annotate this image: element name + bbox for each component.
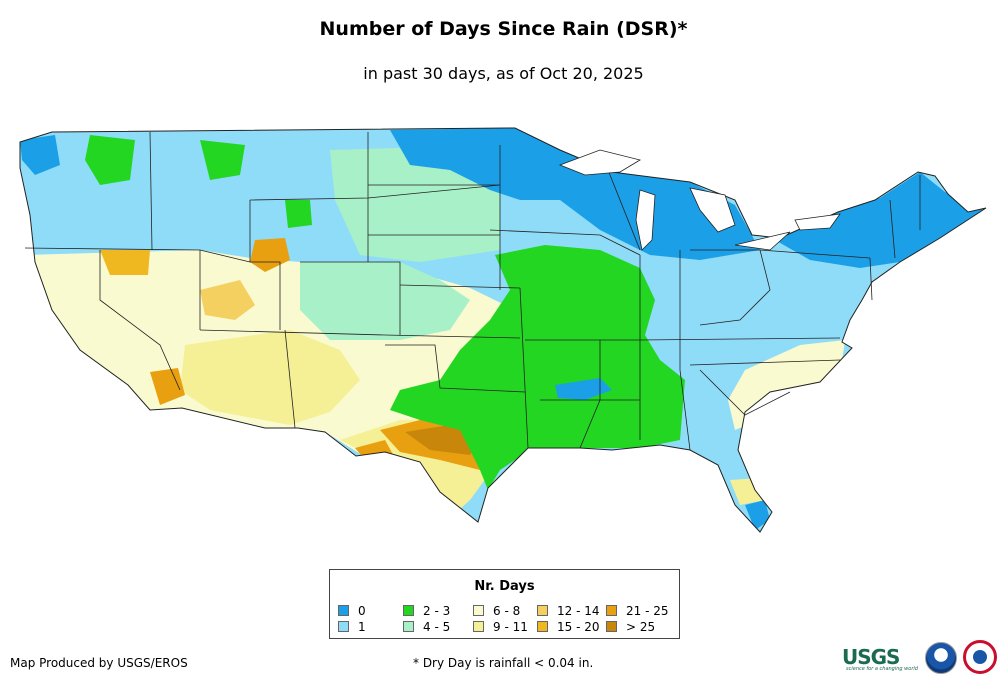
map-legend: Nr. Days 0 1 2 - 3 4 - 5 6 - 8 9 - 11 12 - 14 1… bbox=[329, 569, 680, 639]
region-plains-palegreen bbox=[300, 262, 470, 340]
legend-swatch bbox=[473, 605, 484, 616]
region-nevada-orange bbox=[100, 250, 150, 275]
dry-day-note: * Dry Day is rainfall < 0.04 in. bbox=[413, 656, 594, 670]
legend-item: 9 - 11 bbox=[473, 621, 528, 634]
region-florida-blue bbox=[745, 500, 770, 530]
map-subtitle: in past 30 days, as of Oct 20, 2025 bbox=[363, 64, 644, 83]
region-great-basin-mix bbox=[200, 280, 255, 320]
map-credit: Map Produced by USGS/EROS bbox=[10, 656, 188, 670]
region-wyoming-green bbox=[285, 200, 312, 228]
legend-swatch bbox=[473, 621, 484, 632]
legend-swatch bbox=[338, 605, 349, 616]
region-idaho-green bbox=[200, 140, 245, 180]
legend-label: > 25 bbox=[626, 620, 656, 634]
us-dsr-map bbox=[19, 127, 987, 533]
legend-item: 21 - 25 bbox=[606, 605, 669, 618]
usgs-tagline: science for a changing world bbox=[846, 666, 918, 672]
dsr-regions bbox=[20, 128, 986, 530]
state-borders bbox=[24, 131, 921, 451]
great-lakes bbox=[558, 149, 841, 251]
lake-superior bbox=[558, 149, 642, 176]
region-central-green bbox=[390, 245, 685, 490]
region-socal-orange bbox=[150, 368, 185, 405]
legend-label: 12 - 14 bbox=[557, 604, 600, 618]
legend-item: 2 - 3 bbox=[403, 605, 450, 618]
map-title: Number of Days Since Rain (DSR)* bbox=[319, 18, 688, 40]
legend-item: 6 - 8 bbox=[473, 605, 520, 618]
lake-michigan bbox=[635, 189, 656, 251]
nws-logo-icon bbox=[963, 640, 997, 674]
lake-erie bbox=[734, 231, 791, 251]
legend-item: > 25 bbox=[606, 621, 655, 634]
legend-item: 4 - 5 bbox=[403, 621, 450, 634]
legend-item: 0 bbox=[338, 605, 366, 618]
region-dakotas-palegreen bbox=[330, 145, 500, 262]
legend-label: 9 - 11 bbox=[493, 620, 528, 634]
legend-swatch bbox=[403, 605, 414, 616]
legend-label: 15 - 20 bbox=[557, 620, 600, 634]
legend-item: 1 bbox=[338, 621, 366, 634]
legend-label: 21 - 25 bbox=[626, 604, 669, 618]
legend-title: Nr. Days bbox=[474, 579, 535, 594]
legend-swatch bbox=[338, 621, 349, 632]
lake-huron bbox=[689, 187, 736, 233]
noaa-logo-icon bbox=[925, 642, 957, 674]
legend-label: 4 - 5 bbox=[423, 620, 451, 634]
legend-item: 15 - 20 bbox=[537, 621, 600, 634]
legend-swatch bbox=[606, 605, 617, 616]
legend-label: 6 - 8 bbox=[493, 604, 521, 618]
region-mississippi-blue bbox=[555, 378, 612, 400]
region-northwest-green bbox=[85, 135, 135, 185]
legend-swatch bbox=[537, 621, 548, 632]
legend-swatch bbox=[403, 621, 414, 632]
region-northwest-blue bbox=[20, 135, 60, 175]
legend-item: 12 - 14 bbox=[537, 605, 600, 618]
legend-label: 0 bbox=[358, 604, 366, 618]
region-upper-midwest-blue bbox=[390, 128, 760, 260]
lake-ontario bbox=[794, 213, 841, 231]
region-southwest-yellow bbox=[180, 330, 360, 425]
usgs-logo: USGS bbox=[842, 645, 900, 669]
legend-label: 1 bbox=[358, 620, 366, 634]
legend-swatch bbox=[606, 621, 617, 632]
legend-label: 2 - 3 bbox=[423, 604, 451, 618]
legend-swatch bbox=[537, 605, 548, 616]
